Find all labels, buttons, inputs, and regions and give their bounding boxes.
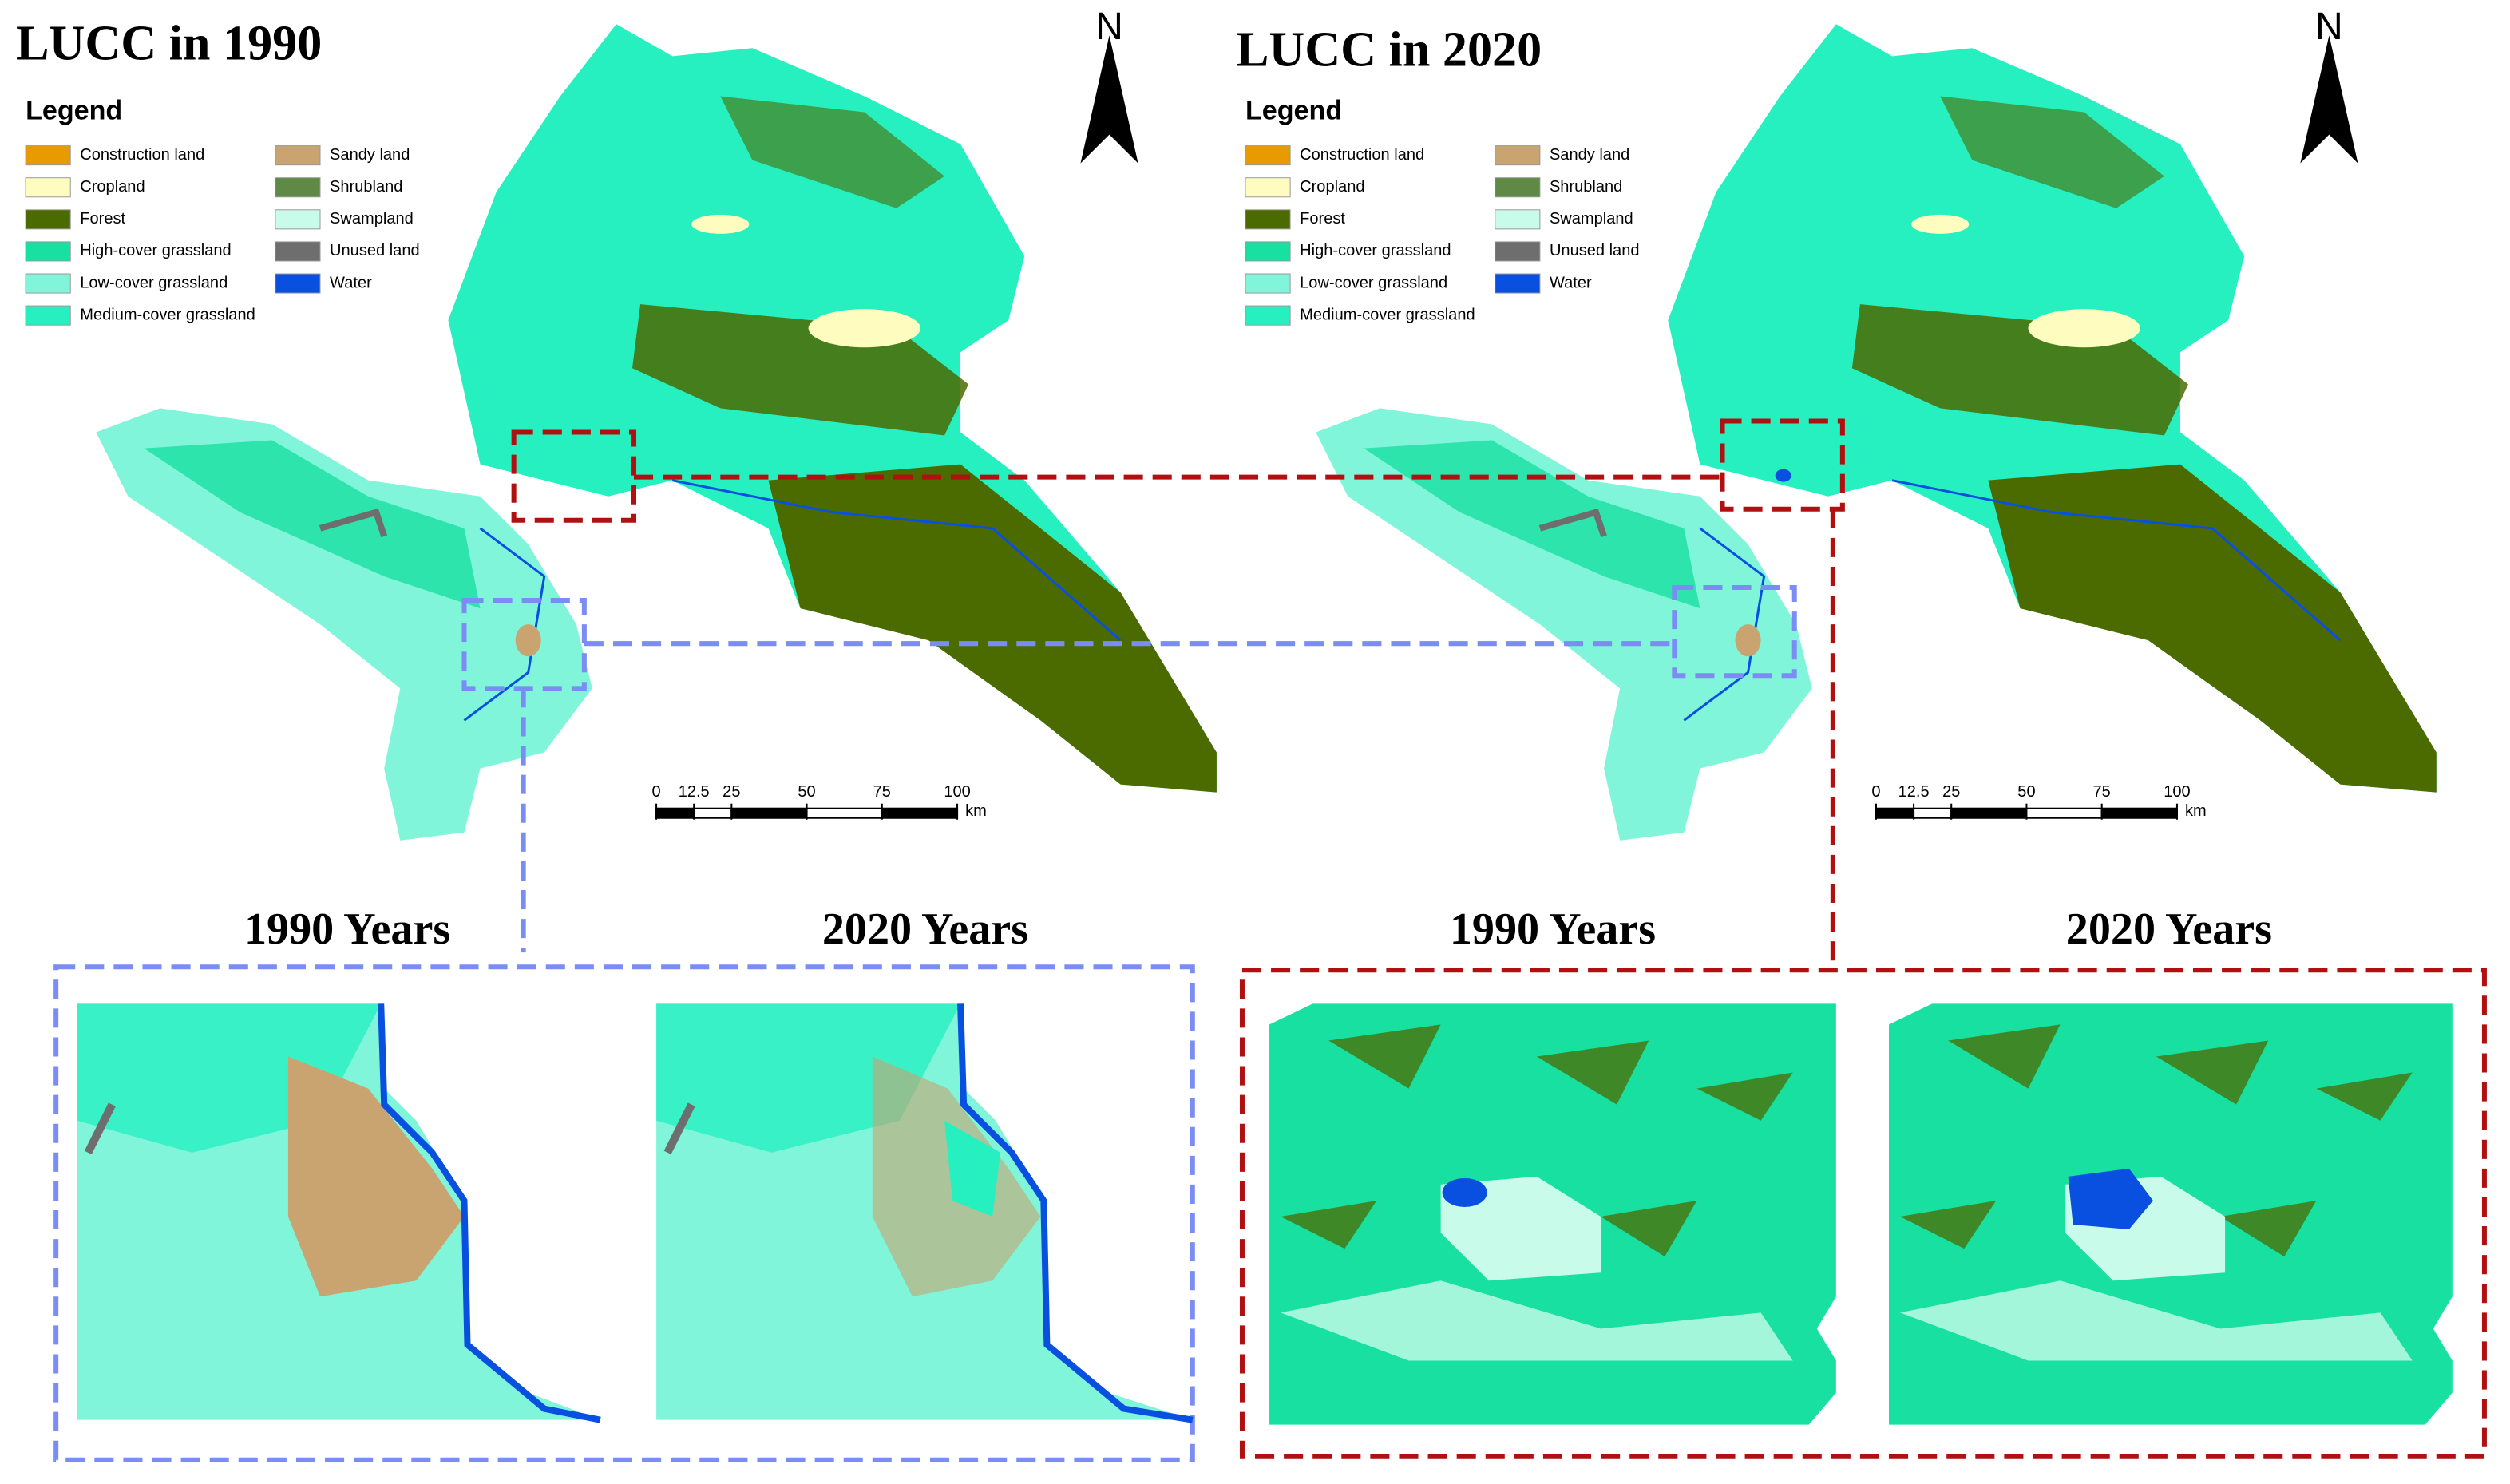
legend-swatch [25, 145, 71, 166]
scale-segment [655, 807, 695, 819]
scale-label: 25 [1942, 783, 1960, 801]
map-title: LUCC in 2020 [1236, 23, 1542, 77]
zoom-title: 2020 Years [822, 904, 1028, 954]
scale-segment [806, 807, 883, 819]
scale-label: 50 [2017, 783, 2035, 801]
water-body [1775, 469, 1791, 482]
legend-label: High-cover grassland [1300, 242, 1451, 259]
legend-swatch [1495, 209, 1541, 230]
map-1990 [96, 24, 1217, 841]
legend-label: Shrubland [330, 178, 402, 196]
scale-label: 100 [2164, 783, 2190, 801]
scale-segment [1950, 807, 2028, 819]
legend-label: Forest [80, 210, 125, 228]
scale-unit: km [2185, 802, 2207, 820]
zoom-panel [1269, 1003, 1836, 1425]
legend-swatch [1245, 145, 1291, 166]
legend-label: Sandy land [330, 146, 410, 164]
scale-segment [2025, 807, 2103, 819]
legend-swatch [1245, 177, 1291, 198]
connectors [53, 418, 2487, 1462]
zoom-panel [77, 1003, 601, 1423]
map-region [1316, 24, 2437, 841]
legend-swatch [1495, 177, 1541, 198]
legend-label: Cropland [1300, 178, 1364, 196]
legend-label: High-cover grassland [80, 242, 231, 259]
legend-swatch [1245, 241, 1291, 262]
legend-swatch [275, 177, 321, 198]
legend-label: Swampland [330, 210, 414, 228]
legend-label: Medium-cover grassland [80, 306, 255, 323]
legend-label: Construction land [80, 146, 204, 164]
scale-label: 100 [944, 783, 970, 801]
zoom-title: 1990 Years [244, 904, 450, 954]
map-region [96, 24, 1217, 841]
legend-title: Legend [1245, 95, 1342, 125]
legend-swatch [1245, 209, 1291, 230]
legend-swatch [275, 273, 321, 294]
zoom-panel [1889, 1003, 2453, 1425]
legend-label: Forest [1300, 210, 1345, 228]
legend-label: Medium-cover grassland [1300, 306, 1475, 323]
legend-swatch [275, 145, 321, 166]
legend-label: Shrubland [1550, 178, 1622, 196]
legend-swatch [25, 209, 71, 230]
legend-swatch [25, 177, 71, 198]
scale-unit: km [965, 802, 987, 820]
north-arrow [1080, 35, 1138, 164]
legend-swatch [1245, 305, 1291, 326]
scale-segment [693, 807, 733, 819]
legend-swatch [1495, 273, 1541, 294]
scale-label: 75 [2093, 783, 2111, 801]
legend-swatch [1495, 145, 1541, 166]
scale-segment [1913, 807, 1953, 819]
legend-swatch [1495, 241, 1541, 262]
legend-swatch [25, 273, 71, 294]
scale-label: 0 [652, 783, 661, 801]
legend-label: Cropland [80, 178, 145, 196]
legend-swatch [25, 241, 71, 262]
legend-label: Unused land [330, 242, 420, 259]
legend-label: Low-cover grassland [80, 274, 228, 291]
legend-label: Construction land [1300, 146, 1424, 164]
legend-label: Swampland [1550, 210, 1633, 228]
legend-label: Unused land [1550, 242, 1640, 259]
scale-segment [2100, 807, 2178, 819]
scale-segment [1875, 807, 1915, 819]
scale-label: 75 [873, 783, 891, 801]
map-2020 [1316, 24, 2437, 841]
scale-segment [881, 807, 959, 819]
legend-swatch [275, 209, 321, 230]
map-title: LUCC in 1990 [16, 17, 322, 71]
legend-title: Legend [26, 95, 122, 125]
scale-segment [730, 807, 808, 819]
legend-label: Water [330, 274, 372, 291]
scale-label: 50 [798, 783, 815, 801]
scale-label: 12.5 [679, 783, 710, 801]
zoom-title: 1990 Years [1450, 904, 1656, 954]
scale-label: 12.5 [1898, 783, 1930, 801]
legend-label: Low-cover grassland [1300, 274, 1447, 291]
scale-label: 0 [1871, 783, 1880, 801]
zoom-panel [656, 1003, 1194, 1423]
legend-label: Water [1550, 274, 1592, 291]
legend-swatch [275, 241, 321, 262]
north-arrow [2300, 35, 2358, 164]
legend-swatch [1245, 273, 1291, 294]
scale-label: 25 [723, 783, 740, 801]
legend-swatch [25, 305, 71, 326]
legend-label: Sandy land [1550, 146, 1629, 164]
zoom-title: 2020 Years [2066, 904, 2272, 954]
